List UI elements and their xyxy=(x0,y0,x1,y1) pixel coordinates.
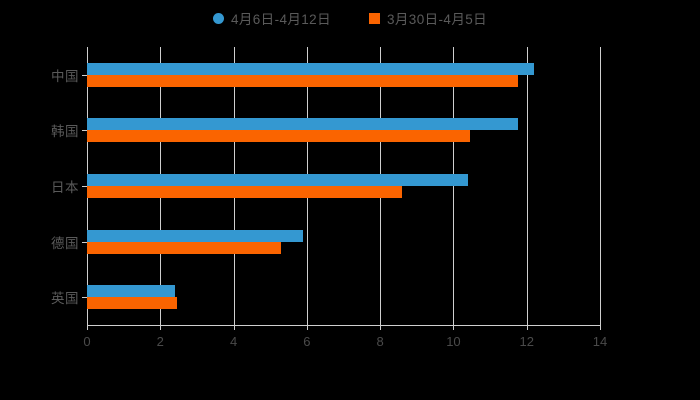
x-axis-tick-label: 2 xyxy=(156,334,164,349)
bar-德国-series-1[interactable] xyxy=(87,241,282,254)
x-axis-tick xyxy=(306,325,308,330)
chart-legend: 4月6日-4月12日 3月30日-4月5日 xyxy=(0,8,700,28)
x-axis-tick xyxy=(233,325,235,330)
bar-英国-series-0[interactable] xyxy=(87,285,175,298)
x-axis-tick xyxy=(526,325,528,330)
y-axis-category-label: 韩国 xyxy=(51,124,79,140)
gridline-x xyxy=(453,47,455,325)
legend-label-series-0: 4月6日-4月12日 xyxy=(230,12,331,27)
bar-韩国-series-1[interactable] xyxy=(87,130,470,143)
x-axis-line xyxy=(87,325,600,326)
x-axis-tick-label: 12 xyxy=(519,334,534,349)
gridline-x xyxy=(526,47,528,325)
bar-德国-series-0[interactable] xyxy=(87,229,304,242)
legend-item-series-1[interactable]: 3月30日-4月5日 xyxy=(369,8,487,28)
y-axis-tick xyxy=(82,74,87,76)
y-axis-tick xyxy=(82,186,87,187)
x-axis-tick xyxy=(600,325,601,330)
x-axis-tick-label: 14 xyxy=(592,334,608,349)
y-axis-category-label: 中国 xyxy=(51,68,79,84)
x-axis-tick-label: 8 xyxy=(376,334,384,349)
y-axis-category-label: 德国 xyxy=(51,235,79,251)
y-axis-tick xyxy=(82,130,87,132)
bar-日本-series-0[interactable] xyxy=(87,174,469,186)
x-axis-tick xyxy=(380,325,382,330)
x-axis-tick xyxy=(160,325,162,330)
y-axis-tick xyxy=(82,241,87,243)
bar-中国-series-0[interactable] xyxy=(87,62,535,75)
bar-韩国-series-0[interactable] xyxy=(87,118,518,131)
gridline-x xyxy=(600,47,601,325)
x-axis-tick-label: 6 xyxy=(303,334,311,349)
y-axis-category-label: 日本 xyxy=(51,180,79,195)
bar-英国-series-1[interactable] xyxy=(87,297,177,310)
y-axis-category-label: 英国 xyxy=(51,291,79,307)
legend-label-series-1: 3月30日-4月5日 xyxy=(387,12,488,27)
bar-中国-series-1[interactable] xyxy=(87,74,518,87)
x-axis-tick-label: 10 xyxy=(446,334,461,349)
x-axis-tick-label: 0 xyxy=(83,334,91,349)
legend-square-marker-icon xyxy=(369,12,380,24)
plot-area xyxy=(87,47,601,325)
legend-circle-marker-icon xyxy=(212,12,224,24)
legend-item-series-0[interactable]: 4月6日-4月12日 xyxy=(212,8,331,28)
x-axis-tick xyxy=(453,325,455,330)
x-axis-tick xyxy=(87,325,88,330)
x-axis-tick-label: 4 xyxy=(229,334,238,349)
y-axis-tick xyxy=(82,297,87,299)
bar-日本-series-1[interactable] xyxy=(87,186,403,198)
